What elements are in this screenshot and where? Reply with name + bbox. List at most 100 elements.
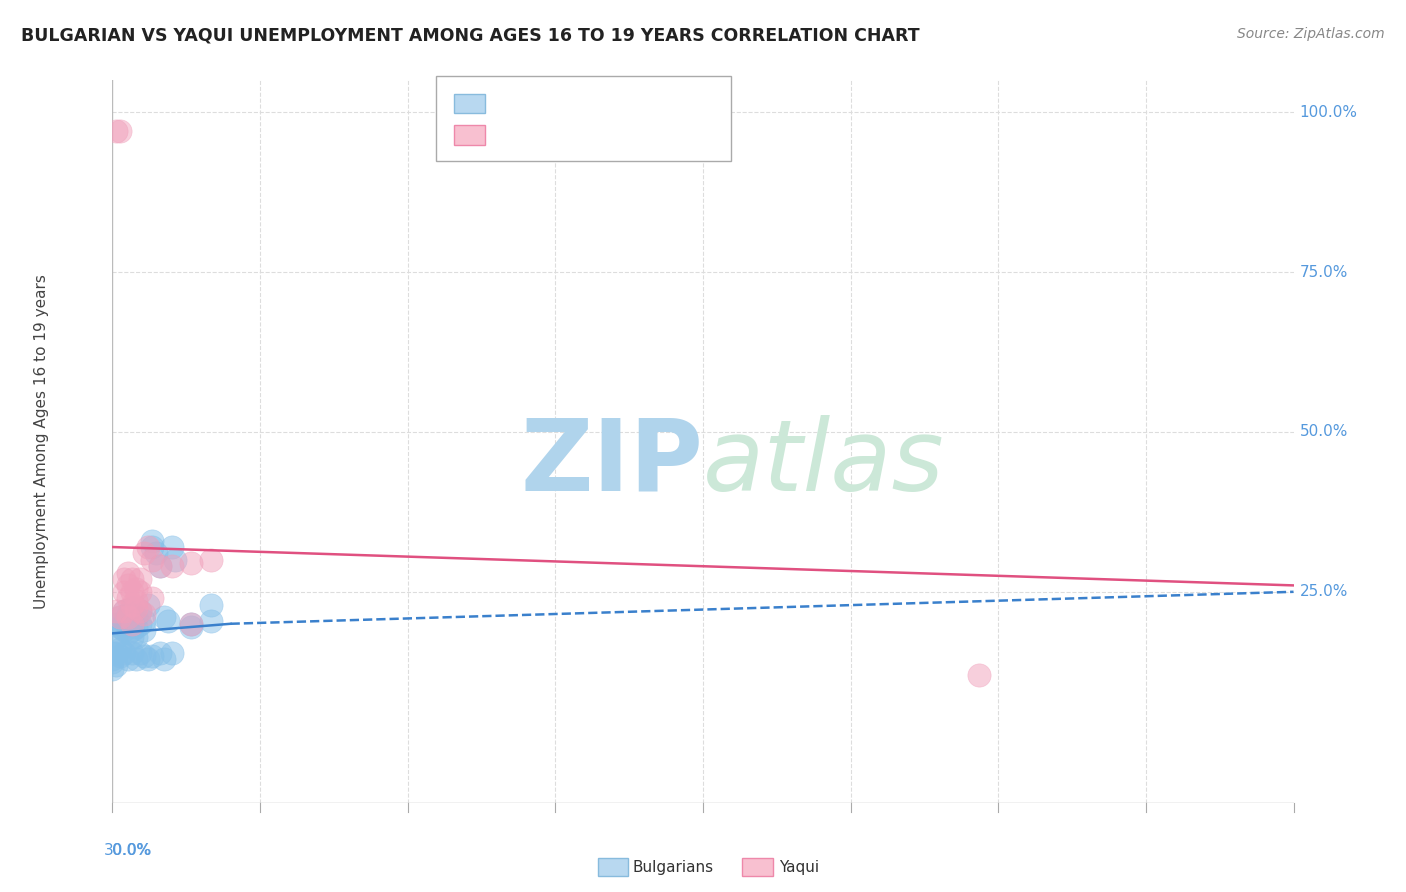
Point	[125, 620, 148, 634]
Text: ZIP: ZIP	[520, 415, 703, 512]
Point	[121, 584, 143, 599]
Point	[112, 614, 135, 628]
Point	[129, 604, 152, 618]
Point	[149, 559, 172, 574]
Point	[152, 610, 174, 624]
Point	[132, 648, 155, 663]
Point	[112, 572, 135, 586]
Point	[117, 626, 139, 640]
Point	[117, 616, 139, 631]
Point	[141, 533, 163, 548]
Point	[121, 623, 143, 637]
Point	[101, 636, 124, 650]
Point	[129, 604, 152, 618]
Point	[110, 610, 132, 624]
Text: 100.0%: 100.0%	[1299, 104, 1357, 120]
Point	[125, 582, 148, 596]
Point	[125, 594, 148, 608]
Point	[136, 598, 159, 612]
Point	[129, 572, 152, 586]
Point	[121, 630, 143, 644]
Point	[117, 578, 139, 592]
Point	[112, 646, 135, 660]
Point	[121, 646, 143, 660]
Point	[160, 559, 183, 574]
Point	[141, 553, 163, 567]
Text: 50.0%: 50.0%	[1299, 425, 1348, 440]
Text: Unemployment Among Ages 16 to 19 years: Unemployment Among Ages 16 to 19 years	[34, 274, 49, 609]
Point	[136, 652, 159, 666]
Point	[105, 630, 128, 644]
Point	[156, 614, 179, 628]
Point	[110, 648, 132, 663]
Point	[136, 540, 159, 554]
Point	[141, 591, 163, 606]
Point	[132, 614, 155, 628]
Point	[117, 610, 139, 624]
Point	[105, 124, 128, 138]
Point	[112, 604, 135, 618]
Point	[132, 623, 155, 637]
Point	[101, 646, 124, 660]
Point	[110, 620, 132, 634]
Point	[160, 646, 183, 660]
Text: Bulgarians: Bulgarians	[633, 860, 714, 874]
Point	[101, 655, 124, 669]
Point	[117, 566, 139, 580]
Point	[125, 610, 148, 624]
Point	[121, 616, 143, 631]
Text: 0.052: 0.052	[538, 95, 586, 110]
Point	[180, 616, 202, 631]
Point	[110, 610, 132, 624]
Point	[125, 652, 148, 666]
Point	[180, 556, 202, 570]
Text: R =: R =	[491, 127, 524, 141]
Point	[141, 648, 163, 663]
Point	[141, 540, 163, 554]
Point	[117, 607, 139, 622]
Point	[129, 646, 152, 660]
Point	[165, 553, 187, 567]
Point	[149, 559, 172, 574]
Text: Source: ZipAtlas.com: Source: ZipAtlas.com	[1237, 27, 1385, 41]
Text: 32: 32	[623, 127, 644, 141]
Point	[121, 600, 143, 615]
Point	[145, 546, 167, 560]
Point	[200, 614, 222, 628]
Point	[160, 540, 183, 554]
Point	[129, 584, 152, 599]
Point	[180, 616, 202, 631]
Point	[101, 661, 124, 675]
Point	[125, 630, 148, 644]
Point	[105, 658, 128, 673]
Point	[152, 652, 174, 666]
Text: Yaqui: Yaqui	[779, 860, 820, 874]
Text: N =: N =	[575, 127, 619, 141]
Point	[105, 604, 128, 618]
Point	[101, 652, 124, 666]
Point	[110, 642, 132, 657]
Point	[117, 652, 139, 666]
Point	[105, 616, 128, 631]
Text: BULGARIAN VS YAQUI UNEMPLOYMENT AMONG AGES 16 TO 19 YEARS CORRELATION CHART: BULGARIAN VS YAQUI UNEMPLOYMENT AMONG AG…	[21, 27, 920, 45]
Point	[129, 616, 152, 631]
Text: 25.0%: 25.0%	[1299, 584, 1348, 599]
Point	[132, 607, 155, 622]
Point	[112, 584, 135, 599]
Point	[105, 646, 128, 660]
Point	[121, 572, 143, 586]
Text: R =: R =	[491, 95, 529, 110]
Text: 75.0%: 75.0%	[1299, 265, 1348, 279]
Text: 0.0%: 0.0%	[112, 843, 152, 857]
Point	[132, 546, 155, 560]
Point	[200, 553, 222, 567]
Text: 54: 54	[623, 95, 644, 110]
Point	[125, 600, 148, 615]
Text: atlas: atlas	[703, 415, 945, 512]
Point	[117, 591, 139, 606]
Text: N =: N =	[575, 95, 619, 110]
Point	[121, 598, 143, 612]
Point	[121, 616, 143, 631]
Point	[200, 598, 222, 612]
Point	[112, 604, 135, 618]
